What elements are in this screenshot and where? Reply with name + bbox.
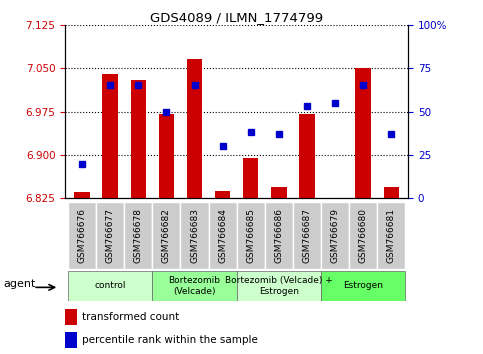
Text: GSM766679: GSM766679 xyxy=(330,208,340,263)
Bar xyxy=(384,187,399,198)
Bar xyxy=(355,68,371,198)
FancyBboxPatch shape xyxy=(237,202,265,269)
FancyBboxPatch shape xyxy=(293,202,321,269)
FancyBboxPatch shape xyxy=(152,271,237,301)
Bar xyxy=(65,309,77,325)
FancyBboxPatch shape xyxy=(209,202,237,269)
Text: GSM766677: GSM766677 xyxy=(106,208,114,263)
Bar xyxy=(215,191,230,198)
FancyBboxPatch shape xyxy=(237,271,321,301)
Bar xyxy=(65,332,77,348)
Bar xyxy=(74,193,90,198)
FancyBboxPatch shape xyxy=(377,202,405,269)
Text: GSM766680: GSM766680 xyxy=(359,208,368,263)
Bar xyxy=(187,59,202,198)
Text: GSM766685: GSM766685 xyxy=(246,208,255,263)
Text: GSM766676: GSM766676 xyxy=(78,208,86,263)
Text: Bortezomib
(Velcade): Bortezomib (Velcade) xyxy=(169,276,221,296)
FancyBboxPatch shape xyxy=(68,202,96,269)
Text: control: control xyxy=(95,281,126,290)
Text: GSM766678: GSM766678 xyxy=(134,208,143,263)
Text: GSM766686: GSM766686 xyxy=(274,208,284,263)
Title: GDS4089 / ILMN_1774799: GDS4089 / ILMN_1774799 xyxy=(150,11,323,24)
FancyBboxPatch shape xyxy=(68,271,152,301)
Text: Estrogen: Estrogen xyxy=(343,281,383,290)
Text: GSM766682: GSM766682 xyxy=(162,208,171,263)
Text: GSM766683: GSM766683 xyxy=(190,208,199,263)
Text: agent: agent xyxy=(3,279,35,289)
Text: percentile rank within the sample: percentile rank within the sample xyxy=(82,335,258,346)
Bar xyxy=(271,187,286,198)
Text: transformed count: transformed count xyxy=(82,312,180,322)
FancyBboxPatch shape xyxy=(321,202,349,269)
Bar xyxy=(299,114,314,198)
Bar xyxy=(102,74,118,198)
Text: Bortezomib (Velcade) +
Estrogen: Bortezomib (Velcade) + Estrogen xyxy=(225,276,333,296)
FancyBboxPatch shape xyxy=(96,202,124,269)
Bar xyxy=(130,80,146,198)
FancyBboxPatch shape xyxy=(152,202,181,269)
Bar xyxy=(243,158,258,198)
FancyBboxPatch shape xyxy=(265,202,293,269)
Text: GSM766687: GSM766687 xyxy=(302,208,312,263)
FancyBboxPatch shape xyxy=(181,202,209,269)
Bar xyxy=(159,114,174,198)
Text: GSM766681: GSM766681 xyxy=(387,208,396,263)
FancyBboxPatch shape xyxy=(349,202,377,269)
FancyBboxPatch shape xyxy=(321,271,405,301)
Text: GSM766684: GSM766684 xyxy=(218,208,227,263)
FancyBboxPatch shape xyxy=(124,202,152,269)
